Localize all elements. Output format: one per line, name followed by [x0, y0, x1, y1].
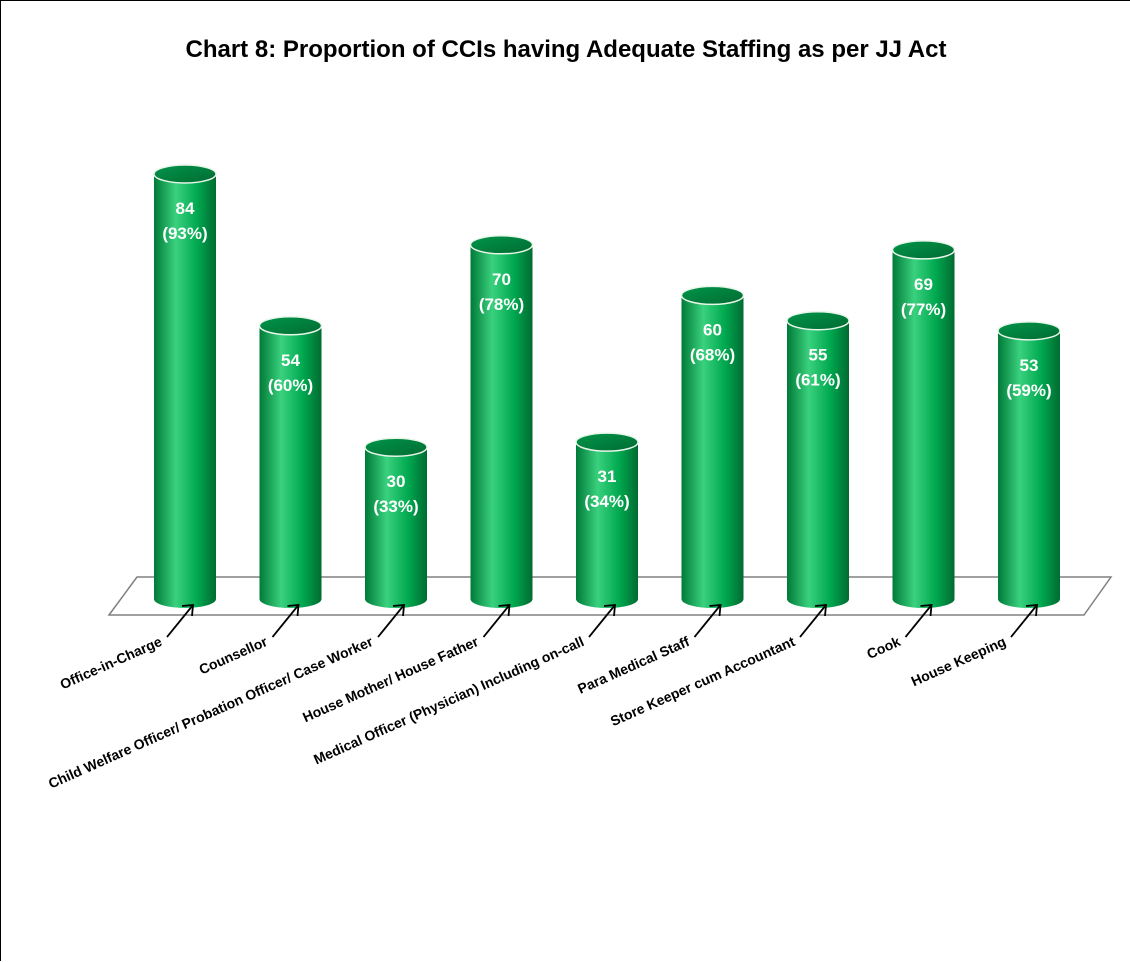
bar-9: 53 (59%): [997, 321, 1061, 608]
bar-3: 30 (33%): [364, 437, 428, 608]
bar-body: [154, 173, 216, 608]
category-label: Cook: [864, 633, 903, 662]
category-pointer-arrow: [693, 604, 722, 638]
bar-8: 69 (77%): [891, 240, 956, 609]
bar-body: [576, 442, 638, 608]
bar-top: [364, 437, 428, 457]
data-label-percent: (34%): [584, 492, 629, 511]
data-label-value: 53: [1020, 356, 1039, 375]
bar-body: [892, 249, 955, 609]
category-pointer-arrow: [166, 604, 194, 638]
bar-top: [997, 321, 1061, 341]
data-label-value: 31: [598, 467, 617, 486]
data-label-percent: (77%): [901, 300, 946, 319]
bars-layer: 84 (93%) 54 (60%) 30 (33%) 70 (78%) 31 (34%) 60 (68…: [153, 164, 1061, 609]
data-label-percent: (60%): [268, 376, 313, 395]
bar-body: [787, 320, 849, 608]
category-pointer-arrow: [377, 604, 405, 638]
category-pointer-arrow: [482, 604, 511, 638]
data-label-percent: (61%): [795, 371, 840, 390]
data-label-value: 30: [387, 472, 406, 491]
bar-body: [998, 330, 1060, 608]
category-pointer-arrow: [271, 604, 300, 638]
bar-7: 55 (61%): [786, 310, 850, 608]
bar-6: 60 (68%): [680, 285, 745, 608]
data-label-value: 60: [703, 320, 722, 339]
category-pointer-arrow: [799, 604, 827, 638]
category-label: House Mother/ House Father: [300, 633, 481, 725]
category-label: Office-in-Charge: [58, 633, 165, 692]
bar-top: [891, 240, 956, 260]
bar-body: [681, 295, 744, 608]
data-label-value: 69: [914, 275, 933, 294]
category-label: House Keeping: [909, 633, 1009, 689]
data-label-percent: (59%): [1006, 381, 1051, 400]
category-pointer-arrow: [588, 604, 616, 638]
bar-top: [680, 285, 745, 306]
data-label-value: 70: [492, 270, 511, 289]
data-label-percent: (93%): [162, 224, 207, 243]
bar-top: [153, 164, 217, 184]
bar-top: [469, 235, 534, 255]
bar-4: 70 (78%): [469, 235, 534, 609]
bar-body: [365, 447, 427, 608]
bar-top: [786, 310, 850, 331]
data-label-percent: (78%): [479, 295, 524, 314]
data-label-value: 84: [176, 199, 195, 218]
data-label-percent: (68%): [690, 345, 735, 364]
category-label: Store Keeper cum Accountant: [608, 633, 798, 729]
bar-5: 31 (34%): [575, 432, 639, 608]
bar-top: [258, 316, 323, 336]
bar-1: 84 (93%): [153, 164, 217, 608]
category-pointer-arrow: [904, 604, 933, 638]
data-label-value: 54: [281, 351, 300, 370]
category-pointer-arrow: [1010, 604, 1038, 638]
bar-body: [470, 244, 533, 609]
chart-title: Chart 8: Proportion of CCIs having Adequ…: [186, 36, 947, 63]
data-label-percent: (33%): [373, 497, 418, 516]
data-label-value: 55: [809, 346, 828, 365]
bar-top: [575, 432, 639, 452]
bar-body: [259, 325, 322, 608]
category-label: Counsellor: [196, 633, 270, 678]
bar-2: 54 (60%): [258, 316, 323, 608]
